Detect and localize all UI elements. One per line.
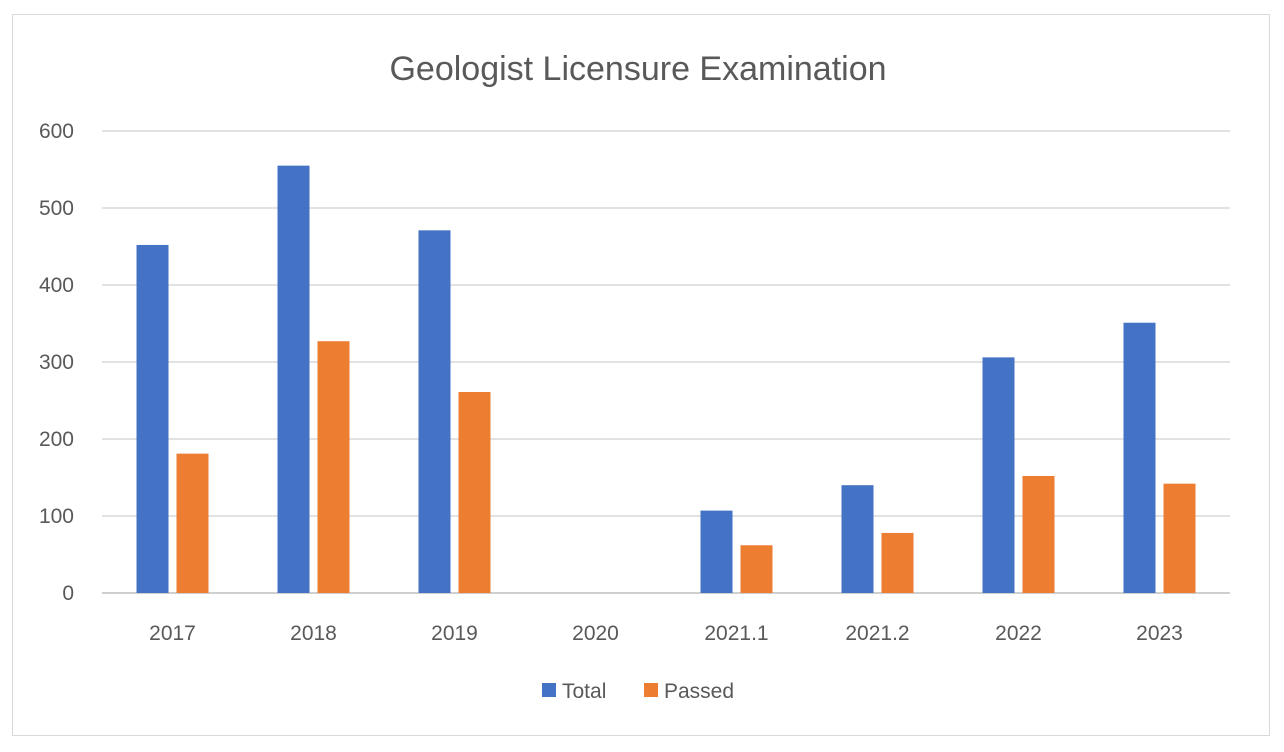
bar-total-2018 xyxy=(277,165,310,593)
bars xyxy=(136,165,1196,593)
legend-label-total: Total xyxy=(562,680,606,703)
bar-passed-2019 xyxy=(458,392,491,593)
y-tick-label: 500 xyxy=(39,197,74,220)
bar-passed-2017 xyxy=(176,453,209,593)
bar-passed-2022 xyxy=(1022,475,1055,593)
bar-passed-2021-1 xyxy=(740,545,773,593)
bar-total-2017 xyxy=(136,244,169,593)
bar-passed-2021-2 xyxy=(881,532,914,593)
x-tick-label: 2017 xyxy=(149,622,196,645)
x-tick-label: 2018 xyxy=(290,622,337,645)
bar-passed-2018 xyxy=(317,341,350,593)
x-tick-label: 2023 xyxy=(1136,622,1183,645)
bar-total-2019 xyxy=(418,230,451,593)
bar-passed-2023 xyxy=(1163,483,1196,593)
x-tick-label: 2021.2 xyxy=(845,622,909,645)
y-axis-ticks: 0 100 200 300 400 500 600 xyxy=(39,120,74,605)
bar-total-2021-1 xyxy=(700,510,733,593)
legend-swatch-total xyxy=(542,683,556,697)
legend-swatch-passed xyxy=(644,683,658,697)
y-tick-label: 0 xyxy=(62,582,74,605)
chart-frame xyxy=(12,14,1270,736)
bar-total-2022 xyxy=(982,357,1015,593)
y-tick-label: 200 xyxy=(39,428,74,451)
y-tick-label: 100 xyxy=(39,505,74,528)
gridlines xyxy=(102,130,1230,594)
y-tick-label: 300 xyxy=(39,351,74,374)
y-tick-label: 600 xyxy=(39,120,74,143)
chart-title: Geologist Licensure Examination xyxy=(389,50,886,88)
x-tick-label: 2020 xyxy=(572,622,619,645)
x-axis-ticks: 2017 2018 2019 2020 2021.1 2021.2 2022 2023 xyxy=(149,622,1183,645)
bar-total-2021-2 xyxy=(841,485,874,593)
x-tick-label: 2022 xyxy=(995,622,1042,645)
x-tick-label: 2019 xyxy=(431,622,478,645)
x-tick-label: 2021.1 xyxy=(704,622,768,645)
y-tick-label: 400 xyxy=(39,274,74,297)
legend: Total Passed xyxy=(542,680,734,703)
bar-total-2023 xyxy=(1123,322,1156,593)
legend-label-passed: Passed xyxy=(664,680,734,703)
